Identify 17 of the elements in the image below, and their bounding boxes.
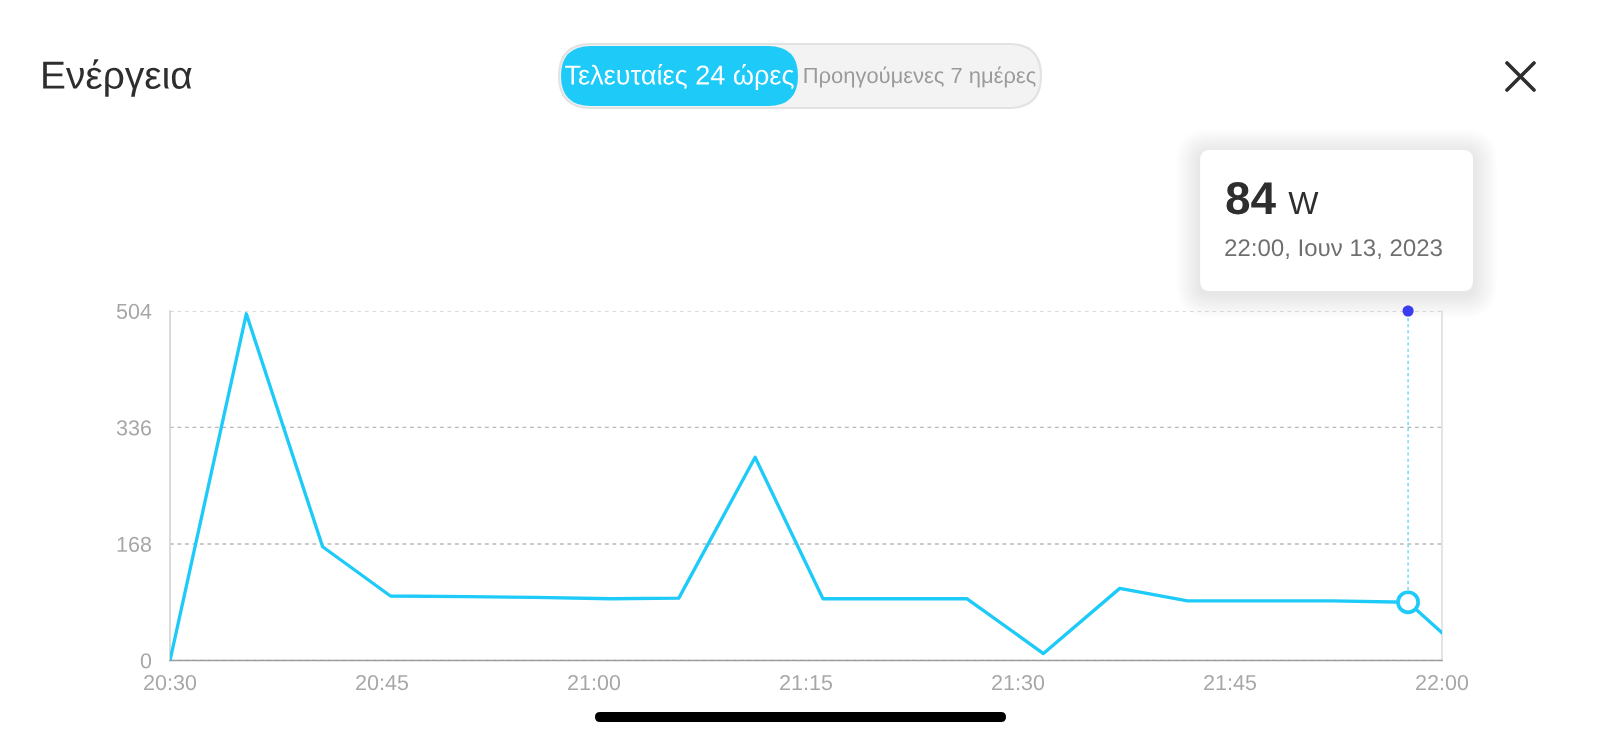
text: 84 W [1226, 182, 1319, 215]
text: Τελευταίες 24 ώρες [565, 63, 794, 91]
y-tick-label: 168 [117, 536, 152, 553]
y-tick-label: 0 [140, 653, 152, 669]
x-tick-label: 20:30 [144, 674, 197, 691]
x-tick-label: 22:00 [1416, 674, 1469, 691]
x-tick-label: 21:45 [1204, 674, 1257, 691]
chart-title: Ενέργεια [43, 59, 192, 97]
x-tick-label: 21:00 [568, 674, 621, 691]
text: 22:00, Ιουν 13, 2023 [1225, 239, 1442, 260]
y-tick-label: 504 [116, 303, 152, 320]
line-series [170, 312, 1442, 661]
y-tick-label: 336 [116, 420, 151, 436]
x-tick-label: 20:45 [356, 674, 409, 691]
x-tick-label: 21:30 [992, 674, 1045, 691]
text: Προηγούμενες 7 ημέρες [804, 66, 1036, 88]
x-tick-label: 21:15 [780, 674, 833, 691]
